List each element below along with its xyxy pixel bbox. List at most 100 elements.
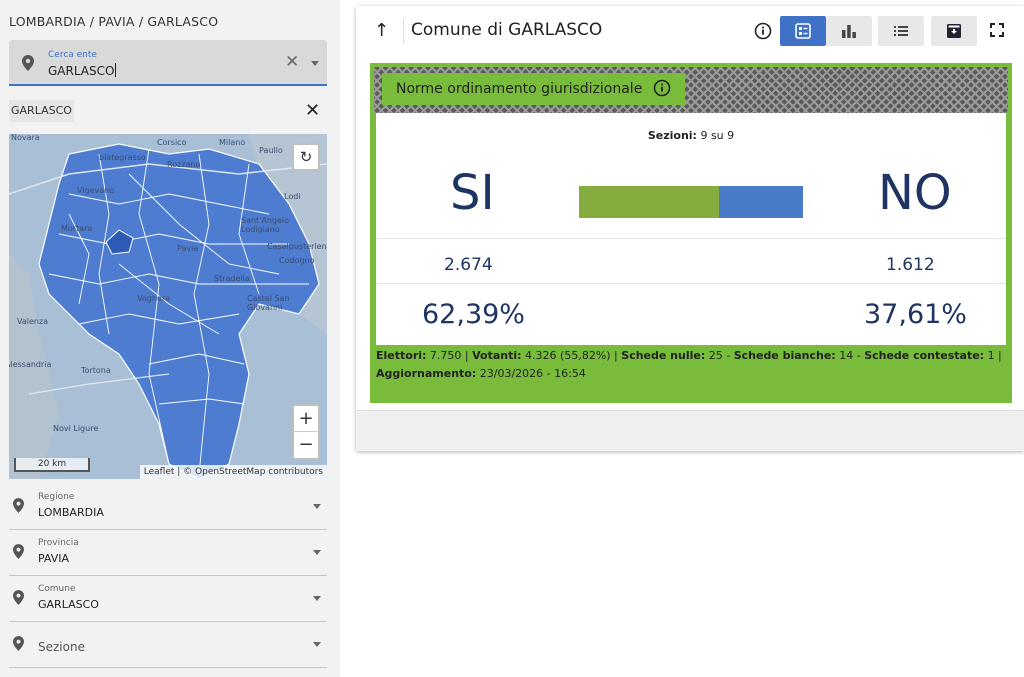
header-divider xyxy=(403,18,404,44)
provincia-select[interactable]: Provincia PAVIA xyxy=(9,530,327,576)
map-label-tortona: Tortona xyxy=(81,366,111,375)
comune-label: Comune xyxy=(38,584,76,594)
bianche-label: Schede bianche: xyxy=(733,349,836,362)
map-label-vigevano: Vigevano xyxy=(77,186,115,195)
info-icon[interactable] xyxy=(653,79,671,97)
card-footer-bar xyxy=(356,410,1024,451)
list-view-icon xyxy=(795,23,811,39)
map-label-corsico: Corsico xyxy=(157,138,187,147)
provincia-value: PAVIA xyxy=(38,552,70,565)
si-count: 2.674 xyxy=(444,255,493,275)
zoom-out-button[interactable]: − xyxy=(298,434,314,455)
row-divider xyxy=(376,283,1006,284)
sezioni-count: Sezioni: 9 su 9 xyxy=(376,129,1006,142)
contestate-label: Schede contestate: xyxy=(864,349,985,362)
row-divider xyxy=(376,238,1006,239)
provincia-label: Provincia xyxy=(38,538,79,548)
map-label-casalpusterlengo: Casalpusterlengo xyxy=(267,242,327,251)
map-label-novi-ligure: Novi Ligure xyxy=(53,424,99,433)
list-view-button[interactable] xyxy=(780,16,826,46)
pin-icon xyxy=(13,636,24,651)
map-label-alessandria: Alessandria xyxy=(9,360,52,369)
elettori-label: Elettori: xyxy=(376,349,427,362)
map-label-paullo: Paullo xyxy=(259,146,283,155)
map-attribution[interactable]: Leaflet | © OpenStreetMap contributors xyxy=(139,465,327,479)
chevron-down-icon[interactable] xyxy=(313,596,321,601)
chevron-down-icon[interactable] xyxy=(313,642,321,647)
text-caret xyxy=(115,63,117,77)
zoom-control: + − xyxy=(292,404,320,460)
sezioni-label: Sezioni: xyxy=(647,129,697,142)
aggiornamento-label: Aggiornamento: xyxy=(376,367,477,380)
chevron-down-icon[interactable] xyxy=(313,504,321,509)
no-label: NO xyxy=(878,165,952,221)
fullscreen-icon[interactable] xyxy=(990,23,1004,37)
archive-icon xyxy=(947,24,961,38)
search-value: GARLASCO xyxy=(48,64,115,78)
search-field[interactable]: Cerca ente GARLASCO ✕ xyxy=(9,40,327,86)
map-label-mortara: Mortara xyxy=(61,224,93,233)
arrow-up-icon[interactable]: ↑ xyxy=(374,20,390,41)
list-button[interactable] xyxy=(878,16,924,46)
map-label-castel-san-giovanni: Castel San Giovanni xyxy=(247,294,290,312)
close-icon[interactable]: ✕ xyxy=(305,100,321,121)
pin-icon xyxy=(13,590,24,605)
map-scale: 20 km xyxy=(14,458,90,472)
votanti-value: 4.326 (55,82%) xyxy=(525,349,611,362)
result-footer: Elettori: 7.750 | Votanti: 4.326 (55,82%… xyxy=(376,349,1002,380)
info-icon[interactable] xyxy=(754,22,772,40)
refresh-button[interactable]: ↻ xyxy=(292,143,320,171)
pin-icon xyxy=(13,498,24,513)
si-label: SI xyxy=(450,165,495,221)
regione-value: LOMBARDIA xyxy=(38,506,104,519)
si-bar-fill xyxy=(579,186,719,218)
search-input[interactable]: GARLASCO xyxy=(48,63,117,78)
comune-select[interactable]: Comune GARLASCO xyxy=(9,576,327,622)
card-header: ↑ Comune di GARLASCO xyxy=(356,6,1024,58)
comune-value: GARLASCO xyxy=(38,598,99,611)
header-pattern: Norme ordinamento giurisdizionale xyxy=(374,67,1008,113)
map-canvas xyxy=(9,134,327,479)
map-label-novara: Novara xyxy=(11,134,40,142)
bar-chart-icon xyxy=(842,25,856,38)
sezioni-value: 9 su 9 xyxy=(700,129,735,142)
chevron-down-icon[interactable] xyxy=(311,61,319,66)
map[interactable]: Novara biategrasso Corsico Rozzano Milan… xyxy=(9,134,327,479)
pin-icon xyxy=(22,55,34,71)
bianche-value: 14 xyxy=(839,349,854,362)
subject-label: Norme ordinamento giurisdizionale xyxy=(396,81,643,97)
map-label-pavia: Pavia xyxy=(177,244,199,253)
map-label-voghera: Voghera xyxy=(137,294,171,303)
nulle-label: Schede nulle: xyxy=(621,349,706,362)
sezione-select[interactable]: Sezione xyxy=(9,622,327,668)
chart-view-button[interactable] xyxy=(826,16,872,46)
map-label-rozzano: Rozzano xyxy=(167,160,201,169)
map-label-milano: Milano xyxy=(219,138,246,147)
votanti-label: Votanti: xyxy=(472,349,522,362)
search-label: Cerca ente xyxy=(48,50,97,60)
archive-button[interactable] xyxy=(931,16,977,46)
regione-label: Regione xyxy=(38,492,75,502)
aggiornamento-value: 23/03/2026 - 16:54 xyxy=(479,367,586,380)
contestate-value: 1 xyxy=(987,349,995,362)
refresh-icon: ↻ xyxy=(299,148,313,166)
map-label-lodi: Lodi xyxy=(284,192,301,201)
selected-chip: GARLASCO xyxy=(9,100,74,122)
regione-select[interactable]: Regione LOMBARDIA xyxy=(9,484,327,530)
si-percentage: 62,39% xyxy=(422,299,525,330)
result-bar xyxy=(579,186,803,218)
results-card: ↑ Comune di GARLASCO Norme ordinamento g… xyxy=(356,6,1024,451)
map-label-biategrasso: biategrasso xyxy=(99,153,146,162)
breadcrumb: LOMBARDIA / PAVIA / GARLASCO xyxy=(9,14,219,29)
result-panel: Sezioni: 9 su 9 SI NO 2.674 1.612 62,39%… xyxy=(376,113,1006,345)
left-panel: LOMBARDIA / PAVIA / GARLASCO Cerca ente … xyxy=(0,0,340,677)
list-icon xyxy=(894,26,908,36)
pin-icon xyxy=(13,544,24,559)
map-label-codogno: Codogno xyxy=(279,256,315,265)
zoom-in-button[interactable]: + xyxy=(294,406,318,432)
elettori-value: 7.750 xyxy=(429,349,462,362)
clear-icon[interactable]: ✕ xyxy=(285,52,300,72)
sezione-placeholder: Sezione xyxy=(38,640,85,654)
chevron-down-icon[interactable] xyxy=(313,550,321,555)
map-label-valenza: Valenza xyxy=(17,317,49,326)
